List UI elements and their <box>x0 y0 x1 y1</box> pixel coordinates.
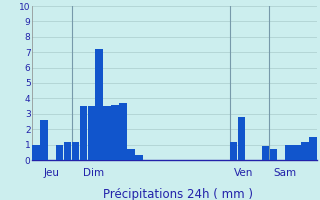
Bar <box>293 145 301 160</box>
Bar <box>95 49 103 160</box>
Text: Dim: Dim <box>84 168 105 178</box>
Bar <box>111 105 119 160</box>
Bar <box>269 149 277 160</box>
Bar <box>301 142 309 160</box>
Bar <box>135 155 142 160</box>
Bar <box>103 106 111 160</box>
Bar <box>56 145 63 160</box>
Bar <box>262 146 269 160</box>
Text: Précipitations 24h ( mm ): Précipitations 24h ( mm ) <box>103 188 253 200</box>
Bar <box>64 142 71 160</box>
Text: Sam: Sam <box>273 168 296 178</box>
Text: Jeu: Jeu <box>44 168 60 178</box>
Text: Ven: Ven <box>234 168 253 178</box>
Bar <box>88 106 95 160</box>
Bar <box>238 117 245 160</box>
Bar <box>285 145 293 160</box>
Bar <box>80 106 87 160</box>
Bar <box>230 142 237 160</box>
Bar <box>119 103 127 160</box>
Bar <box>72 142 79 160</box>
Bar <box>40 120 48 160</box>
Bar <box>127 149 135 160</box>
Bar <box>309 137 316 160</box>
Bar <box>32 145 40 160</box>
